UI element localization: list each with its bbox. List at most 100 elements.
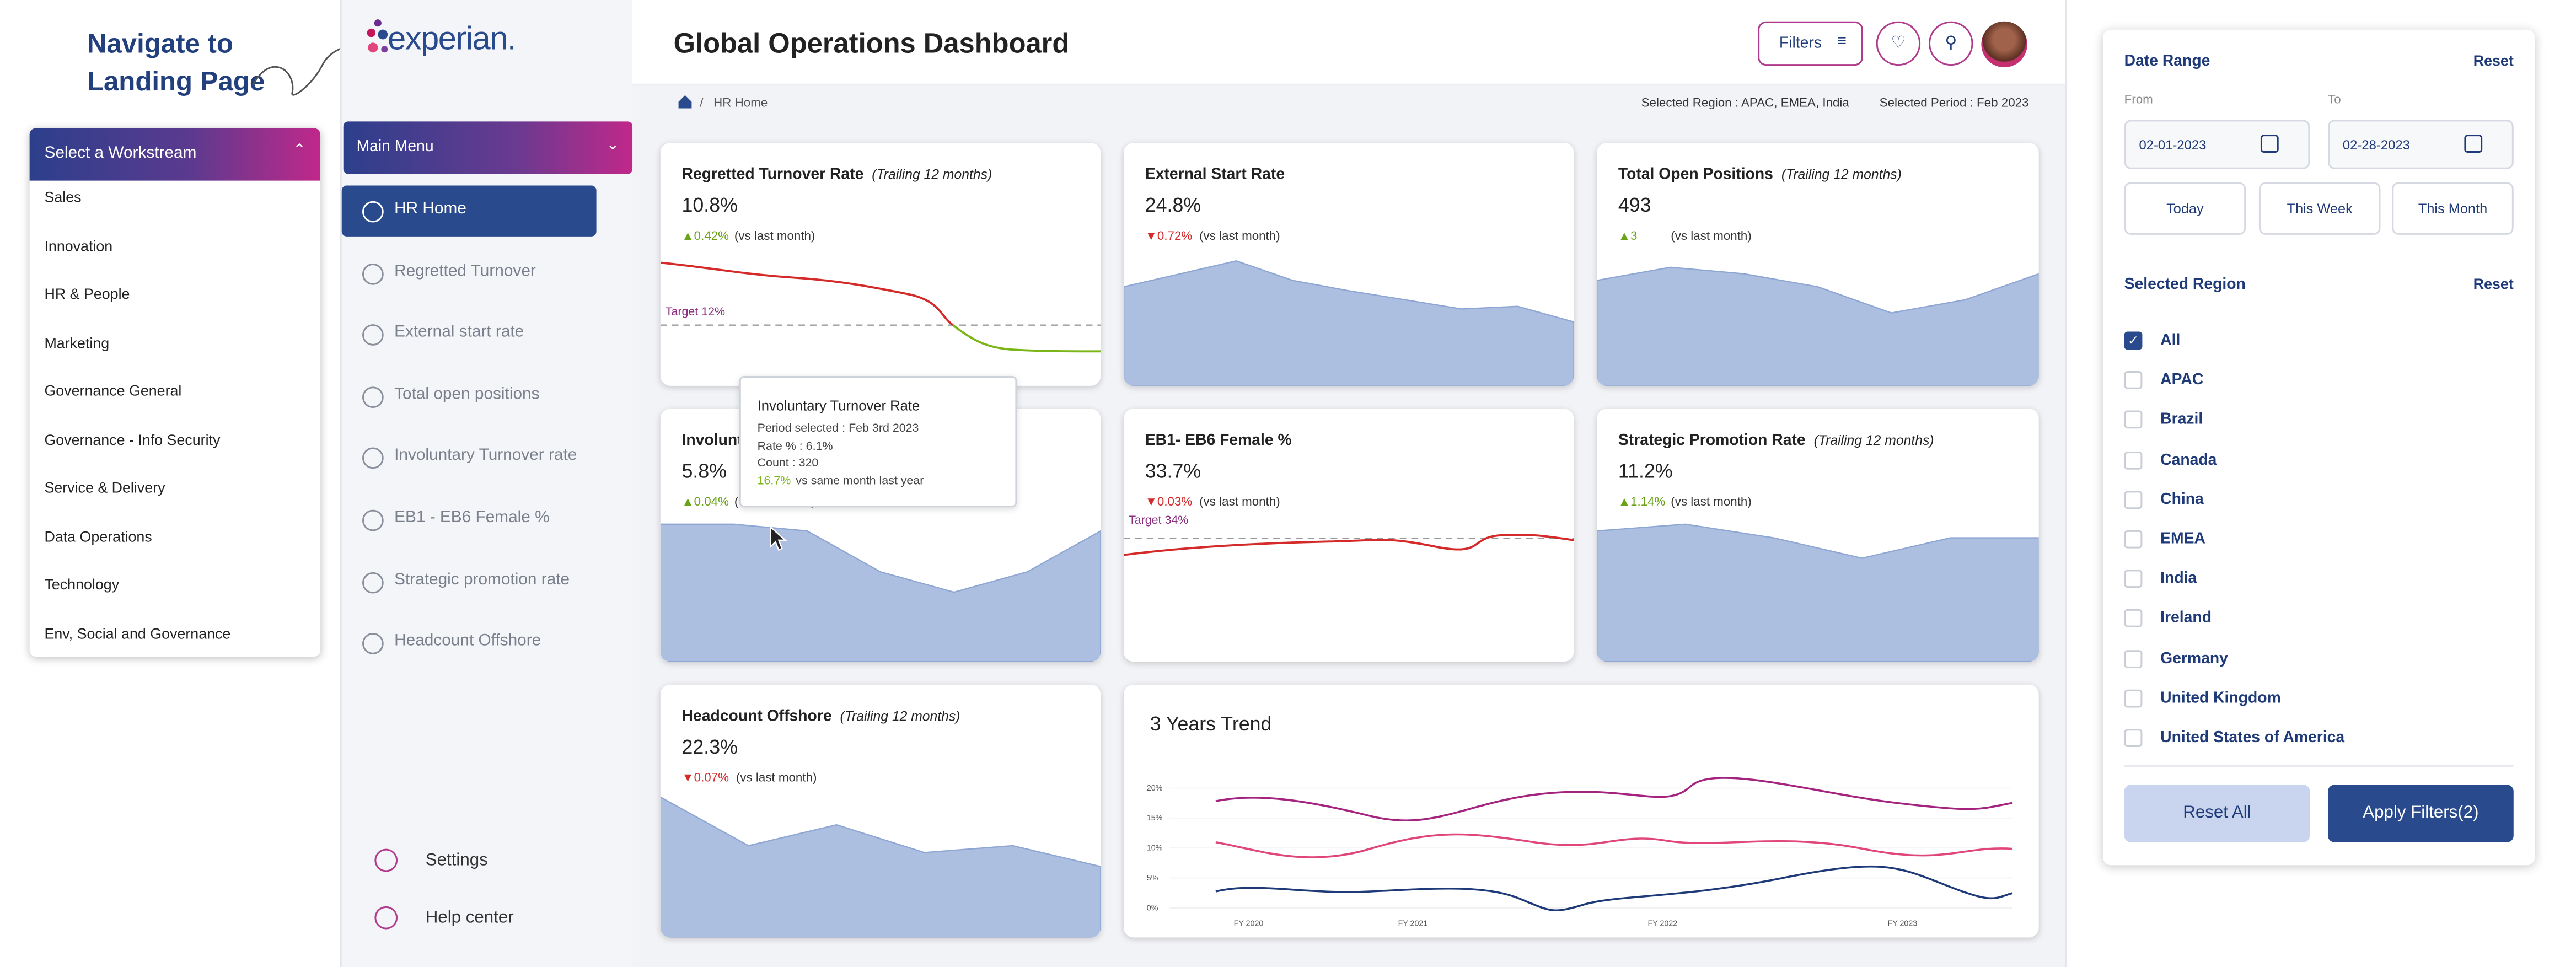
workstream-placeholder: Select a Workstream (44, 144, 197, 163)
reset-all-button[interactable]: Reset All (2124, 785, 2310, 842)
region-checkbox[interactable]: ✓ (2124, 331, 2143, 350)
region-checkbox[interactable] (2124, 729, 2143, 747)
y-tick-label: 20% (1147, 784, 1163, 793)
region-checkbox[interactable] (2124, 450, 2143, 469)
menu-item[interactable]: EB1 - EB6 Female % (342, 494, 597, 545)
preset-button[interactable]: This Month (2392, 182, 2514, 235)
sparkline (1124, 534, 1574, 556)
menu-item-active[interactable]: HR Home (341, 185, 597, 237)
region-label[interactable]: Germany (2160, 649, 2228, 668)
region-label[interactable]: China (2160, 490, 2204, 509)
region-checkbox[interactable] (2124, 371, 2143, 390)
tooltip-highlight: 16.7% (757, 473, 791, 488)
region-label[interactable]: Ireland (2160, 610, 2212, 628)
card-compare: (vs last month) (734, 228, 815, 243)
from-label: From (2124, 92, 2153, 107)
region-label[interactable]: India (2160, 570, 2197, 588)
workstream-item[interactable]: Governance - Info Security (44, 431, 221, 448)
x-tick-label: FY 2021 (1398, 920, 1428, 928)
selected-region: Selected Region : APAC, EMEA, India (1641, 95, 1849, 110)
workstream-item[interactable]: Data Operations (44, 528, 152, 545)
filters-button[interactable]: Filters ≡ (1758, 21, 1863, 66)
tooltip-title: Involuntary Turnover Rate (757, 397, 920, 414)
card-change: ▼0.07% (681, 770, 729, 785)
region-checkbox[interactable] (2124, 689, 2143, 707)
menu-label: External start rate (394, 324, 524, 342)
region-checkbox[interactable] (2124, 570, 2143, 588)
menu-icon (362, 509, 384, 531)
menu-label: Headcount Offshore (394, 632, 541, 651)
tooltip: Involuntary Turnover Rate Period selecte… (739, 375, 1017, 508)
menu-label: Involuntary Turnover rate (394, 447, 577, 465)
menu-item[interactable]: Headcount Offshore (342, 617, 597, 668)
workstream-item[interactable]: Technology (44, 576, 120, 593)
region-checkbox[interactable] (2124, 649, 2143, 668)
annotation: Navigate to Landing Page (87, 29, 265, 97)
workstream-item[interactable]: Marketing (44, 334, 110, 351)
region-label[interactable]: Brazil (2160, 411, 2203, 429)
search-button[interactable]: ⚲ (1929, 21, 1973, 66)
card-change: ▼0.03% (1145, 494, 1193, 509)
region-checkbox[interactable] (2124, 610, 2143, 628)
region-reset[interactable]: Reset (2473, 276, 2514, 293)
date-input[interactable]: 02-28-2023 (2328, 120, 2514, 169)
workstream-select[interactable]: Select a Workstream ⌃ (29, 128, 321, 181)
sparkline (1597, 266, 2039, 386)
home-icon[interactable] (677, 94, 694, 110)
to-label: To (2328, 92, 2341, 107)
region-checkbox[interactable] (2124, 490, 2143, 509)
region-label[interactable]: All (2160, 331, 2181, 350)
region-label[interactable]: United Kingdom (2160, 689, 2281, 707)
card-qualifier: (Trailing 12 months) (1813, 432, 1934, 448)
sparkline-area (660, 523, 1101, 662)
menu-item[interactable]: Total open positions (342, 370, 597, 421)
workstream-item[interactable]: Env, Social and Governance (44, 625, 231, 641)
region-label[interactable]: United States of America (2160, 729, 2345, 747)
apply-button[interactable]: Apply Filters(2) (2328, 785, 2514, 842)
date-input[interactable]: 02-01-2023 (2124, 120, 2310, 169)
region-checkbox[interactable] (2124, 411, 2143, 429)
filter-panel: Date Range Reset From To 02-01-2023 02-28-202… (2102, 29, 2535, 866)
workstream-item[interactable]: Sales (44, 189, 82, 206)
menu-icon (362, 324, 384, 346)
footer-item[interactable]: Settings (425, 850, 488, 871)
workstream-item[interactable]: Innovation (44, 237, 113, 254)
footer-item[interactable]: Help center (425, 907, 514, 928)
trend-line (1215, 777, 2013, 822)
card-compare: (vs last month) (1671, 494, 1752, 509)
menu-item[interactable]: External start rate (342, 309, 597, 359)
date-range-reset[interactable]: Reset (2473, 52, 2514, 69)
sparkline-area (660, 796, 1101, 938)
avatar[interactable] (1981, 21, 2027, 68)
notifications-button[interactable]: ♡ (1876, 21, 1921, 66)
menu-item[interactable]: Regretted Turnover (342, 247, 597, 298)
card-compare: (vs last month) (736, 770, 817, 785)
menu-item[interactable]: Strategic promotion rate (342, 556, 597, 606)
preset-button[interactable]: Today (2124, 182, 2246, 235)
region-checkbox[interactable] (2124, 530, 2143, 549)
icon-shape (362, 324, 384, 346)
menu-icon (362, 448, 384, 470)
card-title: Headcount Offshore (Trailing 12 months) (682, 708, 960, 726)
icon-shape (362, 633, 384, 655)
workstream-item[interactable]: Service & Delivery (44, 479, 165, 496)
preset-button[interactable]: This Week (2258, 182, 2381, 235)
chevron: ⌃ (293, 141, 306, 158)
menu-item[interactable]: Involuntary Turnover rate (342, 432, 597, 483)
region-label[interactable]: EMEA (2160, 530, 2205, 549)
sparkline (1124, 260, 1574, 386)
filters-label: Filters (1779, 34, 1822, 53)
breadcrumb: / HR Home (700, 95, 768, 110)
workstream-dropdown: Select a Workstream ⌃ Sales Innovation HR &… (29, 128, 321, 657)
workstream-item[interactable]: Governance General (44, 382, 182, 399)
card-value: 493 (1618, 194, 1651, 217)
region-label[interactable]: APAC (2160, 371, 2204, 390)
workstream-item[interactable]: HR & People (44, 286, 130, 302)
tooltip-suffix: vs same month last year (796, 473, 924, 488)
brand: experian. (388, 21, 516, 58)
card-title-text: External Start Rate (1145, 165, 1285, 184)
region-label[interactable]: Canada (2160, 450, 2217, 469)
main-menu[interactable]: Main Menu ⌄ (343, 121, 633, 174)
trend-title: 3 Years Trend (1150, 712, 1272, 736)
